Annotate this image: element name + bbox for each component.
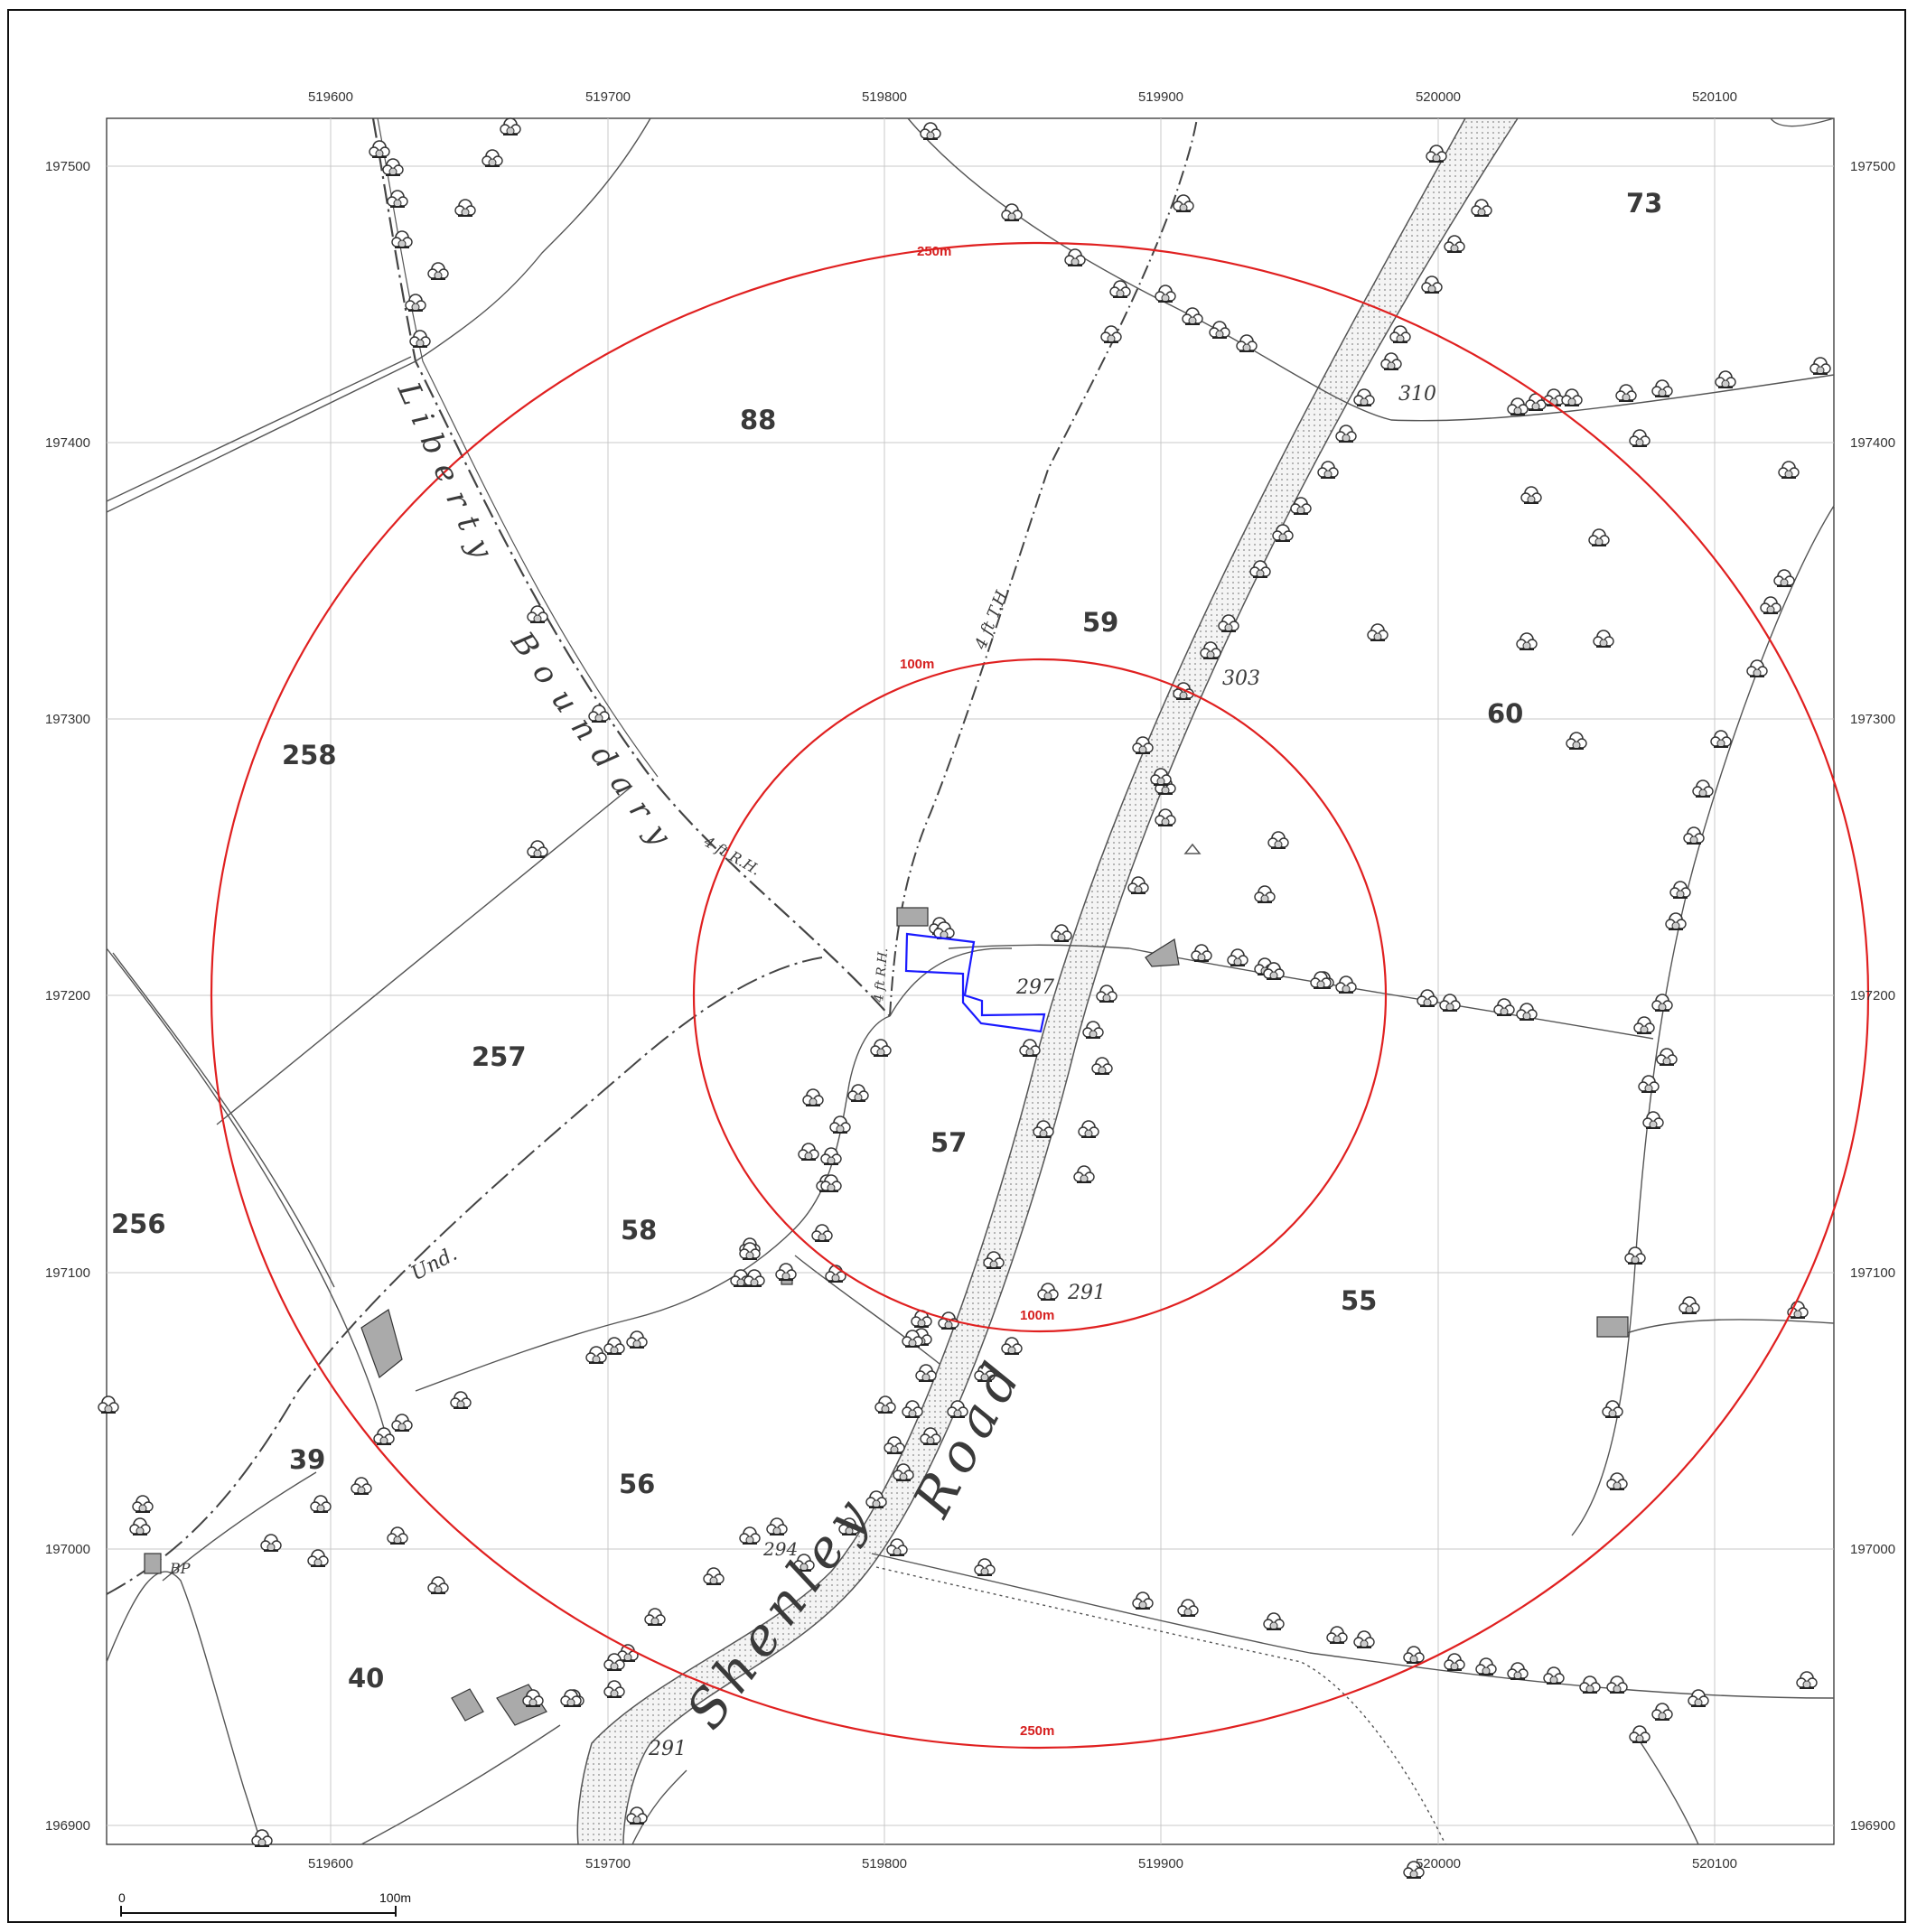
spot-height: 291 xyxy=(1067,1282,1106,1304)
rh-label: 4 ft R.H. xyxy=(872,947,891,1003)
field-number: 258 xyxy=(282,740,337,770)
field-number: 59 xyxy=(1082,607,1118,638)
northing-label: 197500 xyxy=(1850,159,1895,174)
grid-labels-right: 197500 197400 197300 197200 197100 19700… xyxy=(1850,159,1895,1834)
northing-label: 197400 xyxy=(1850,435,1895,451)
field-number: 73 xyxy=(1626,188,1662,219)
northing-label: 197000 xyxy=(45,1542,90,1557)
northing-label: 197500 xyxy=(45,159,90,174)
buffer-rings xyxy=(210,241,1870,1750)
scale-bar-end-label: 100m xyxy=(379,1890,411,1905)
field-number: 88 xyxy=(740,405,776,435)
grid-labels-bottom: 519600 519700 519800 519900 520000 52010… xyxy=(308,1856,1737,1871)
field-number: 256 xyxy=(111,1209,166,1239)
buffer-label-250m: 250m xyxy=(1020,1723,1054,1739)
buffer-100m-ring xyxy=(692,658,1388,1333)
scale-bar-start-label: 0 xyxy=(118,1890,126,1905)
northing-label: 197100 xyxy=(45,1265,90,1281)
field-boundaries xyxy=(106,117,1835,1845)
easting-label: 520000 xyxy=(1416,1856,1461,1871)
buffer-label-100m: 100m xyxy=(1020,1308,1054,1323)
northing-label: 197300 xyxy=(1850,712,1895,727)
easting-label: 520000 xyxy=(1416,89,1461,105)
northing-label: 197300 xyxy=(45,712,90,727)
field-number: 55 xyxy=(1341,1285,1377,1316)
field-number: 58 xyxy=(621,1215,657,1246)
map-frame xyxy=(7,9,1906,1923)
easting-label: 519600 xyxy=(308,89,353,105)
field-number: 40 xyxy=(348,1663,384,1694)
easting-label: 520100 xyxy=(1692,1856,1737,1871)
buffer-250m-ring xyxy=(210,241,1870,1750)
spot-height: 294 xyxy=(762,1538,798,1560)
easting-label: 519800 xyxy=(862,89,907,105)
northing-label: 197100 xyxy=(1850,1265,1895,1281)
grid-labels-left: 197500 197400 197300 197200 197100 19700… xyxy=(45,159,90,1834)
northing-label: 197000 xyxy=(1850,1542,1895,1557)
field-number: 60 xyxy=(1487,698,1523,729)
spot-height: 303 xyxy=(1222,667,1260,690)
grid-lines xyxy=(107,118,1834,1844)
easting-label: 519700 xyxy=(585,1856,631,1871)
northing-label: 196900 xyxy=(45,1818,90,1834)
easting-label: 519900 xyxy=(1138,1856,1183,1871)
northing-label: 197400 xyxy=(45,435,90,451)
building xyxy=(1145,938,1180,967)
easting-label: 519900 xyxy=(1138,89,1183,105)
building xyxy=(1596,1316,1629,1338)
bp-label: BP xyxy=(169,1560,191,1577)
northing-label: 197200 xyxy=(1850,988,1895,1003)
buildings xyxy=(144,907,1629,1726)
field-number: 56 xyxy=(619,1469,655,1499)
trig-point-icon xyxy=(1183,843,1202,854)
buffer-label-250m: 250m xyxy=(917,244,951,259)
easting-label: 519600 xyxy=(308,1856,353,1871)
building xyxy=(144,1553,162,1574)
easting-label: 519800 xyxy=(862,1856,907,1871)
easting-label: 519700 xyxy=(585,89,631,105)
spot-height: 310 xyxy=(1398,383,1436,406)
spot-height: 291 xyxy=(648,1738,687,1760)
northing-label: 197200 xyxy=(45,988,90,1003)
field-number: 57 xyxy=(930,1127,967,1158)
buffer-label-100m: 100m xyxy=(900,657,934,672)
easting-label: 520100 xyxy=(1692,89,1737,105)
grid-labels-top: 519600 519700 519800 519900 520000 52010… xyxy=(308,89,1737,105)
map-panel xyxy=(106,117,1835,1845)
spot-height: 297 xyxy=(1015,976,1054,999)
northing-label: 196900 xyxy=(1850,1818,1895,1834)
scale-bar: 0 100m xyxy=(118,1890,411,1917)
field-number: 257 xyxy=(472,1041,527,1072)
site-outline xyxy=(904,932,1046,1033)
building xyxy=(360,1309,403,1378)
building xyxy=(896,907,929,927)
field-number: 39 xyxy=(289,1444,325,1475)
building xyxy=(451,1688,484,1722)
